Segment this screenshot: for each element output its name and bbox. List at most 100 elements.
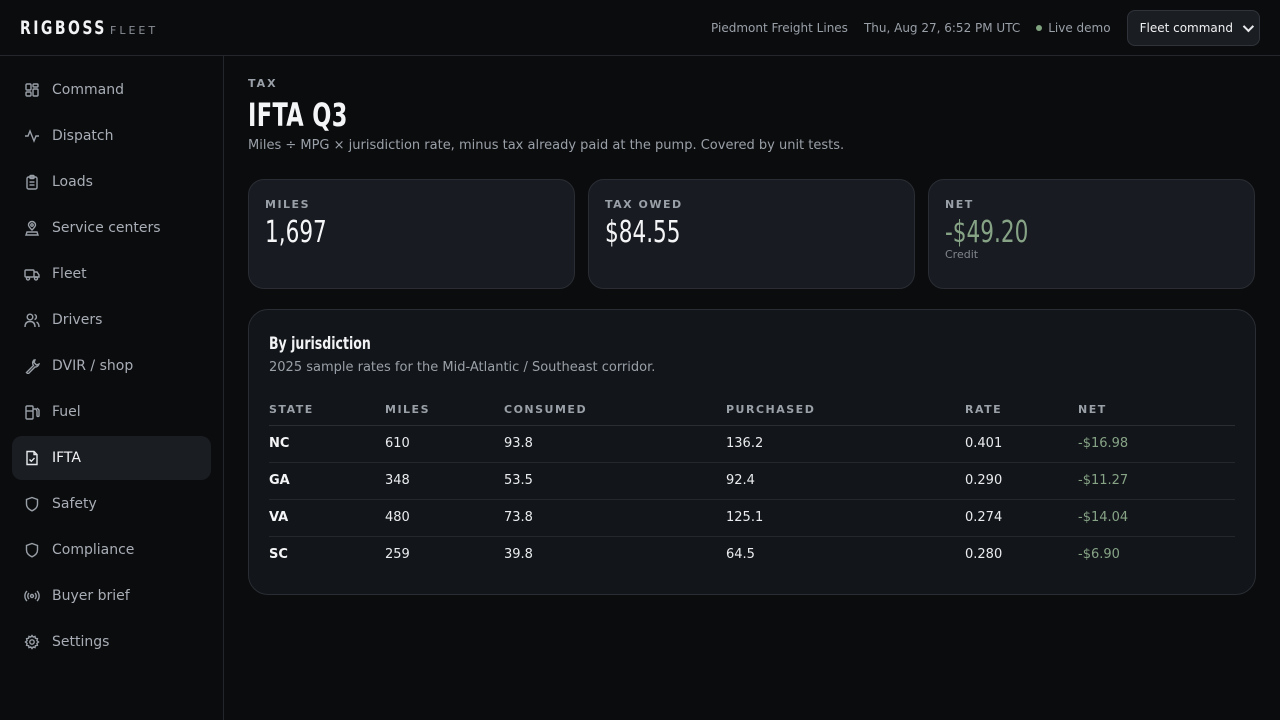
- cell-consumed: 93.8: [504, 425, 726, 463]
- jurisdiction-panel: By jurisdiction 2025 sample rates for th…: [248, 309, 1256, 595]
- sidebar-item-label: Fleet: [52, 266, 87, 282]
- cell-rate: 0.290: [965, 462, 1078, 500]
- stat-label: TAX OWED: [605, 198, 683, 211]
- main-content: TAX IFTA Q3 Miles ÷ MPG × jurisdiction r…: [248, 56, 1256, 595]
- stat-card-net: NET -$49.20 Credit: [928, 179, 1255, 289]
- table-row: NC 610 93.8 136.2 0.401 -$16.98: [269, 425, 1235, 463]
- shield-icon: [25, 496, 39, 512]
- brand-name: RIGBOSS: [20, 16, 107, 39]
- wrench-icon: [25, 359, 40, 374]
- cell-miles: 480: [385, 499, 504, 537]
- stat-card-miles: MILES 1,697: [248, 179, 575, 289]
- column-header-consumed: CONSUMED: [504, 395, 726, 426]
- cell-miles: 259: [385, 547, 410, 563]
- column-header-rate: RATE: [965, 395, 1078, 426]
- sidebar-item-service-centers[interactable]: Service centers: [12, 206, 211, 250]
- sidebar-item-label: Drivers: [52, 312, 103, 328]
- sidebar-item-loads[interactable]: Loads: [12, 160, 211, 204]
- page-eyebrow: TAX: [248, 77, 278, 90]
- sidebar-item-settings[interactable]: Settings: [12, 620, 211, 664]
- map-pin-icon: [25, 220, 39, 236]
- panel-description: 2025 sample rates for the Mid-Atlantic /…: [269, 360, 656, 375]
- sidebar-item-label: Service centers: [52, 220, 161, 236]
- page-description: Miles ÷ MPG × jurisdiction rate, minus t…: [248, 138, 845, 153]
- cell-miles: 348: [385, 462, 504, 500]
- cell-state: VA: [269, 499, 385, 537]
- stat-card-tax-owed: TAX OWED $84.55: [588, 179, 915, 289]
- chevron-down-icon: [1242, 20, 1255, 32]
- sidebar-item-command[interactable]: Command: [12, 68, 211, 112]
- sidebar-item-label: Settings: [52, 634, 110, 650]
- cell-purchased: 64.5: [726, 547, 755, 563]
- broadcast-icon: [24, 590, 40, 602]
- live-label: Live demo: [1048, 20, 1111, 35]
- cell-rate: 0.274: [965, 499, 1078, 537]
- cell-consumed: 53.5: [504, 462, 726, 500]
- gear-icon: [24, 634, 40, 650]
- brand-logo[interactable]: RIGBOSS FLEET: [20, 17, 158, 39]
- sidebar-item-fleet[interactable]: Fleet: [12, 252, 211, 296]
- column-header-net: NET: [1078, 395, 1235, 426]
- fuel-icon: [25, 405, 40, 420]
- cell-consumed: 73.8: [504, 499, 726, 537]
- column-header-purchased: PURCHASED: [726, 395, 965, 426]
- clipboard-icon: [26, 174, 38, 190]
- header-meta: Piedmont Freight Lines Thu, Aug 27, 6:52…: [711, 9, 1260, 46]
- stat-value: $84.55: [605, 215, 681, 250]
- sidebar-item-label: Compliance: [52, 542, 135, 558]
- sidebar-item-fuel[interactable]: Fuel: [12, 390, 211, 434]
- activity-icon: [25, 129, 39, 143]
- stat-cards: MILES 1,697 TAX OWED $84.55 NET -$49.20 …: [248, 179, 1256, 289]
- panel-title: By jurisdiction: [269, 334, 371, 354]
- sidebar-item-label: IFTA: [52, 450, 81, 466]
- sidebar-item-label: Safety: [52, 496, 97, 512]
- live-dot-icon: [1036, 24, 1043, 31]
- column-header-state: STATE: [269, 395, 385, 426]
- sidebar-item-label: DVIR / shop: [52, 358, 134, 374]
- users-icon: [24, 313, 40, 328]
- sidebar-item-safety[interactable]: Safety: [12, 482, 211, 526]
- cell-state: SC: [269, 547, 288, 563]
- sidebar-item-label: Command: [52, 82, 124, 98]
- live-indicator: Live demo: [1036, 20, 1111, 35]
- cell-net: -$6.90: [1078, 547, 1120, 563]
- table-row: VA 480 73.8 125.1 0.274 -$14.04: [269, 499, 1235, 537]
- sidebar-item-label: Dispatch: [52, 128, 114, 144]
- stat-value: 1,697: [265, 215, 327, 250]
- cell-purchased: 125.1: [726, 499, 965, 537]
- sidebar-item-dvir-shop[interactable]: DVIR / shop: [12, 344, 211, 388]
- cell-state: GA: [269, 462, 385, 500]
- jurisdiction-table: STATE MILES CONSUMED PURCHASED RATE NET …: [269, 395, 1235, 573]
- dashboard-icon: [25, 83, 39, 97]
- sidebar-item-label: Fuel: [52, 404, 81, 420]
- sidebar-item-dispatch[interactable]: Dispatch: [12, 114, 211, 158]
- stat-label: NET: [945, 198, 974, 211]
- file-check-icon: [26, 450, 38, 466]
- workspace-select[interactable]: Fleet command: [1126, 9, 1260, 46]
- brand-subtitle: FLEET: [110, 23, 159, 37]
- sidebar-item-ifta[interactable]: IFTA: [12, 436, 211, 480]
- cell-net: -$14.04: [1078, 499, 1235, 537]
- company-name: Piedmont Freight Lines: [711, 20, 848, 35]
- cell-net: -$11.27: [1078, 462, 1235, 500]
- current-datetime: Thu, Aug 27, 6:52 PM UTC: [863, 20, 1021, 35]
- sidebar-item-compliance[interactable]: Compliance: [12, 528, 211, 572]
- stat-note: Credit: [945, 248, 979, 261]
- sidebar-item-drivers[interactable]: Drivers: [12, 298, 211, 342]
- sidebar-item-buyer-brief[interactable]: Buyer brief: [12, 574, 211, 618]
- shield-icon: [25, 542, 39, 558]
- table-row: GA 348 53.5 92.4 0.290 -$11.27: [269, 462, 1235, 500]
- page-title: IFTA Q3: [248, 96, 348, 134]
- cell-state: NC: [269, 425, 385, 463]
- table-row: SC 259 39.8 64.5 0.280 -$6.90: [269, 536, 1235, 573]
- cell-rate: 0.280: [965, 547, 1003, 563]
- top-bar: RIGBOSS FLEET Piedmont Freight Lines Thu…: [0, 0, 1280, 56]
- stat-label: MILES: [265, 198, 310, 211]
- sidebar-item-label: Loads: [52, 174, 93, 190]
- table-header-row: STATE MILES CONSUMED PURCHASED RATE NET: [269, 395, 1235, 426]
- cell-rate: 0.401: [965, 425, 1078, 463]
- truck-icon: [24, 269, 40, 281]
- sidebar: Command Dispatch Loads Service centers F…: [0, 56, 224, 720]
- cell-consumed: 39.8: [504, 547, 533, 563]
- cell-net: -$16.98: [1078, 425, 1235, 463]
